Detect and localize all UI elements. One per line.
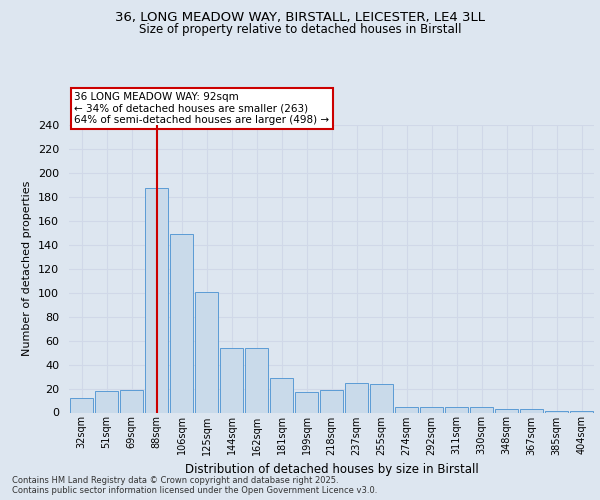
Bar: [145, 188, 169, 412]
Bar: [119, 390, 143, 412]
Bar: [95, 391, 118, 412]
Bar: [170, 234, 193, 412]
Bar: [194, 292, 218, 412]
Bar: [395, 406, 418, 412]
X-axis label: Distribution of detached houses by size in Birstall: Distribution of detached houses by size …: [185, 463, 478, 476]
Bar: [494, 409, 518, 412]
Bar: [320, 390, 343, 412]
Bar: [419, 406, 443, 412]
Text: Size of property relative to detached houses in Birstall: Size of property relative to detached ho…: [139, 22, 461, 36]
Bar: [295, 392, 319, 412]
Bar: [220, 348, 244, 412]
Text: 36 LONG MEADOW WAY: 92sqm
← 34% of detached houses are smaller (263)
64% of semi: 36 LONG MEADOW WAY: 92sqm ← 34% of detac…: [74, 92, 329, 125]
Text: Contains HM Land Registry data © Crown copyright and database right 2025.
Contai: Contains HM Land Registry data © Crown c…: [12, 476, 377, 495]
Text: 36, LONG MEADOW WAY, BIRSTALL, LEICESTER, LE4 3LL: 36, LONG MEADOW WAY, BIRSTALL, LEICESTER…: [115, 11, 485, 24]
Bar: [269, 378, 293, 412]
Bar: [344, 382, 368, 412]
Bar: [520, 409, 544, 412]
Bar: [245, 348, 268, 412]
Bar: [370, 384, 394, 412]
Bar: [445, 406, 469, 412]
Bar: [70, 398, 94, 412]
Y-axis label: Number of detached properties: Number of detached properties: [22, 181, 32, 356]
Bar: [470, 406, 493, 412]
